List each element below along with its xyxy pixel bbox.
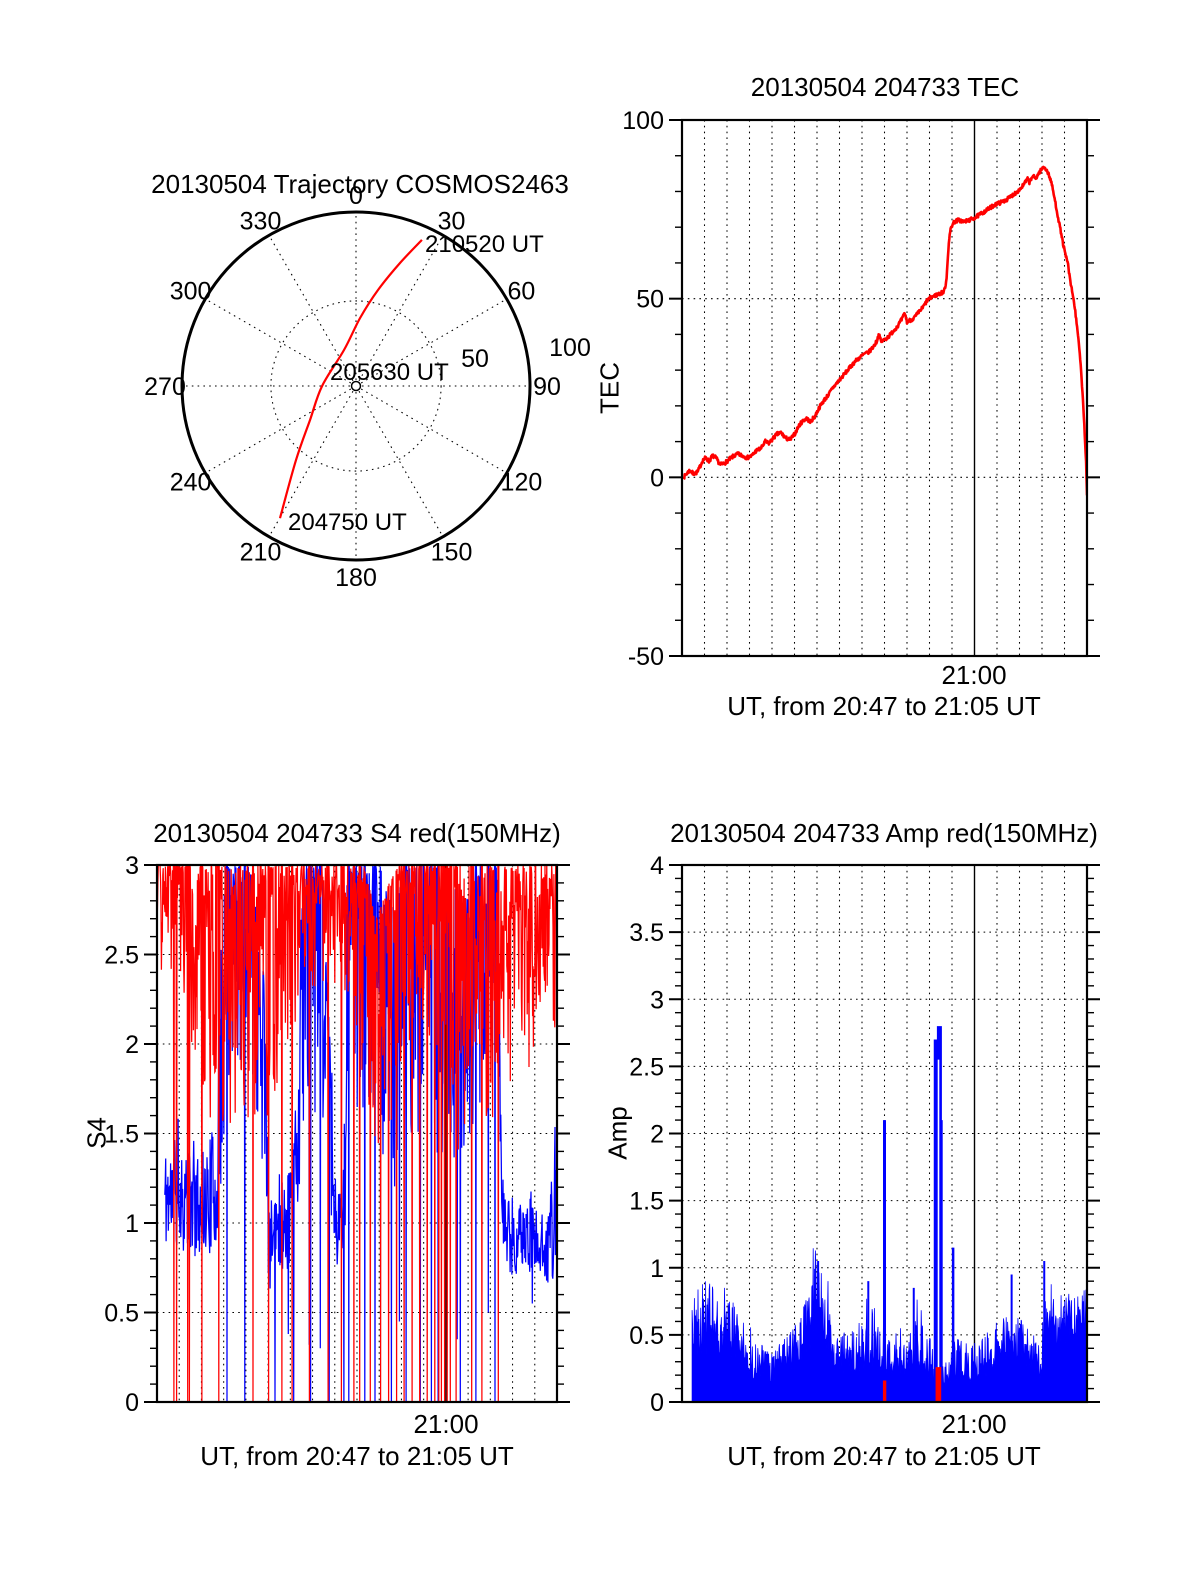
s4-frame-ytick: 1.5: [104, 1121, 139, 1149]
azimuth-label-270: 270: [144, 373, 186, 401]
tec-y-axis-label: TEC: [594, 362, 625, 414]
tec-frame-ytick: 0: [650, 464, 664, 492]
tec-x-tick-2100: 21:00: [941, 660, 1007, 690]
amp-x-tick-2100: 21:00: [941, 1409, 1007, 1439]
azimuth-label-90: 90: [533, 373, 561, 401]
radial-label-100: 100: [549, 334, 591, 362]
amp-frame-ytick: 3: [650, 986, 664, 1014]
tec-frame: -50 0 50 100: [622, 107, 1100, 671]
azimuth-label-30: 30: [438, 208, 466, 236]
s4-plot-title: 20130504 204733 S4 red(150MHz): [153, 818, 561, 848]
amp-frame-ytick: 4: [650, 852, 664, 880]
azimuth-label-150: 150: [431, 538, 473, 566]
tec-grid: [682, 120, 1087, 656]
s4-series-red-150MHz: [157, 865, 557, 1402]
satellite-trajectory-line: [278, 239, 423, 519]
amp-frame-ytick: 2: [650, 1121, 664, 1149]
azimuth-label-0: 0: [349, 182, 363, 210]
amp-frame-ytick: 3.5: [629, 919, 664, 947]
amp-frame-ytick: 1.5: [629, 1188, 664, 1216]
trajectory-time-label-start: 204750 UT: [288, 509, 407, 536]
s4-frame-ytick: 3: [125, 852, 139, 880]
azimuth-label-330: 330: [240, 208, 282, 236]
azimuth-label-210: 210: [240, 538, 282, 566]
amp-frame-ytick: 0.5: [629, 1322, 664, 1350]
azimuth-label-300: 300: [170, 278, 212, 306]
s4-grid: [157, 865, 557, 1402]
amp-y-axis-label: Amp: [602, 1106, 633, 1160]
tec-plot-title: 20130504 204733 TEC: [750, 72, 1020, 102]
s4-x-axis-label: UT, from 20:47 to 21:05 UT: [200, 1441, 514, 1471]
trajectory-time-label-center: 205630 UT: [330, 359, 449, 386]
amp-frame-ytick: 0: [650, 1389, 664, 1417]
s4-frame-ytick: 0.5: [104, 1300, 139, 1328]
amp-frame-ytick: 1: [650, 1255, 664, 1283]
azimuth-label-240: 240: [170, 469, 212, 497]
amp-frame-ytick: 2.5: [629, 1053, 664, 1081]
azimuth-label-60: 60: [508, 278, 536, 306]
s4-frame-ytick: 1: [125, 1210, 139, 1238]
s4-x-tick-2100: 21:00: [413, 1409, 479, 1439]
polar-origin-marker: [350, 380, 362, 392]
amp-x-axis-label: UT, from 20:47 to 21:05 UT: [727, 1441, 1041, 1471]
radial-label-50: 50: [461, 345, 489, 373]
s4-frame: 0 0.5 1 1.5 2 2.5 3: [104, 852, 570, 1417]
tec-frame-ytick: 50: [636, 286, 664, 314]
tec-frame-ytick: 100: [622, 107, 664, 135]
tec-x-axis-label: UT, from 20:47 to 21:05 UT: [727, 691, 1041, 721]
trajectory-plot: 0 30 60 90 120 150 180 210 240 270 300 330 50 100: [144, 182, 591, 592]
trajectory-plot-title: 20130504 Trajectory COSMOS2463: [151, 169, 569, 199]
amp-frame: 0 0.5 1 1.5 2 2.5 3 3.5 4: [629, 852, 1100, 1417]
tec-frame-ytick: -50: [628, 643, 664, 671]
azimuth-label-180: 180: [335, 564, 377, 592]
s4-frame-ytick: 2.5: [104, 942, 139, 970]
amp-series: [691, 1026, 1087, 1402]
s4-frame-ytick: 2: [125, 1031, 139, 1059]
tec-series: [682, 165, 1087, 496]
s4-y-axis-label: S4: [81, 1117, 112, 1149]
trajectory-time-label-end: 210520 UT: [425, 231, 544, 258]
amp-plot-title: 20130504 204733 Amp red(150MHz): [670, 818, 1098, 848]
azimuth-label-120: 120: [501, 469, 543, 497]
s4-frame-ytick: 0: [125, 1389, 139, 1417]
